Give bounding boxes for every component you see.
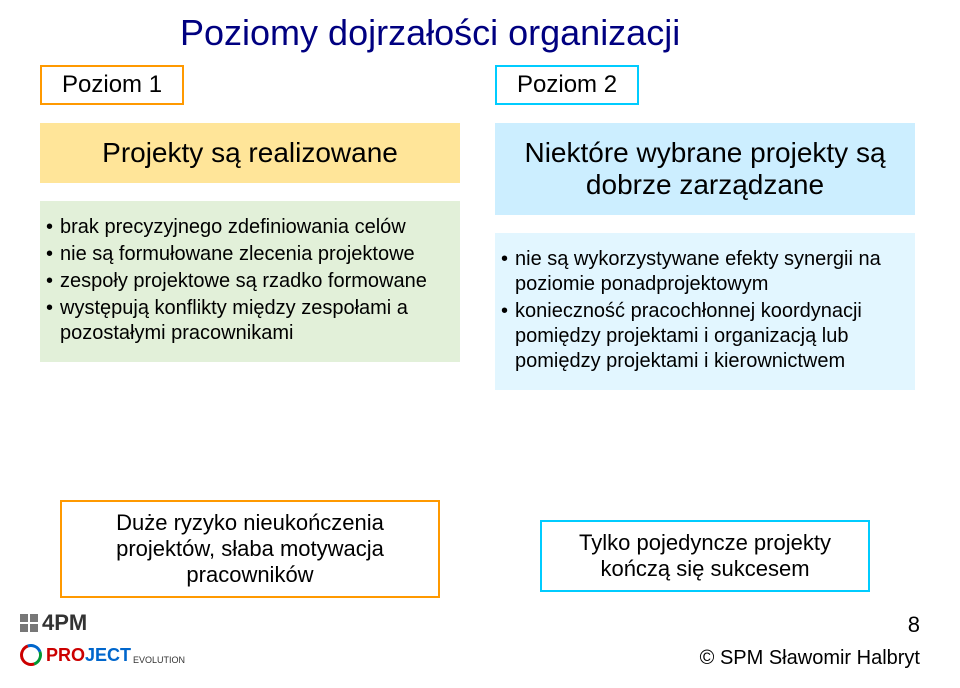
column-right: Poziom 2 Niektóre wybrane projekty są do… [495, 65, 915, 390]
bullet: zespoły projektowe są rzadko formowane [46, 269, 450, 294]
bullets-right: nie są wykorzystywane efekty synergii na… [495, 233, 915, 390]
footer-logos: 4PM PROJECT EVOLUTION [20, 610, 185, 666]
column-left: Poziom 1 Projekty są realizowane brak pr… [40, 65, 460, 362]
level-box-1: Poziom 1 [40, 65, 184, 105]
risk-box-right: Tylko pojedyncze projekty kończą się suk… [540, 520, 870, 592]
bullet: nie są wykorzystywane efekty synergii na… [501, 247, 905, 297]
level-box-2: Poziom 2 [495, 65, 639, 105]
logo-4pm: 4PM [20, 610, 185, 636]
state-box-1: Projekty są realizowane [40, 123, 460, 183]
grid-icon [20, 614, 38, 632]
state-box-2: Niektóre wybrane projekty są dobrze zarz… [495, 123, 915, 215]
bullet: brak precyzyjnego zdefiniowania celów [46, 215, 450, 240]
bullet: nie są formułowane zlecenia projektowe [46, 242, 450, 267]
page-number: 8 [908, 612, 920, 638]
swirl-icon [16, 640, 45, 669]
logo-proj-a: PRO [46, 645, 85, 665]
logo-proj-sub: EVOLUTION [133, 655, 185, 665]
copyright: © SPM Sławomir Halbryt [700, 647, 920, 670]
logo-proj-b: JECT [85, 645, 131, 665]
logo-project: PROJECT EVOLUTION [20, 644, 185, 666]
bullet: występują konflikty między zespołami a p… [46, 296, 450, 346]
bullets-left: brak precyzyjnego zdefiniowania celów ni… [40, 201, 460, 362]
risk-box-left: Duże ryzyko nieukończenia projektów, sła… [60, 500, 440, 598]
logo-4pm-text: 4PM [42, 610, 87, 636]
bullet: konieczność pracochłonnej koordynacji po… [501, 299, 905, 374]
page-title: Poziomy dojrzałości organizacji [180, 12, 680, 54]
